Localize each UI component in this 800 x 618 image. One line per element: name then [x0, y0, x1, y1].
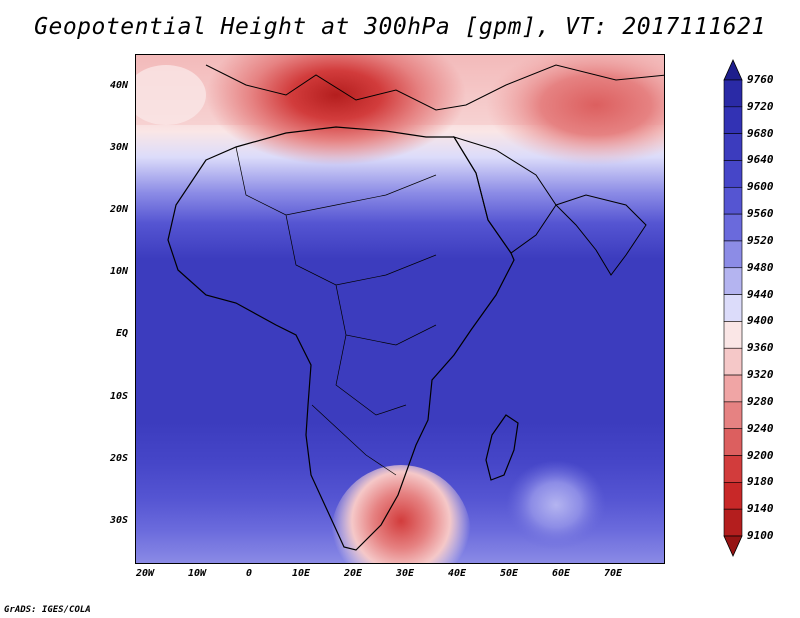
- colorbar-top-arrow: [723, 59, 743, 81]
- geopotential-field: [136, 55, 664, 563]
- colorbar-box: [723, 428, 743, 456]
- colorbar-label: 9720: [747, 99, 774, 113]
- colorbar-label: 9180: [747, 475, 774, 489]
- colorbar-label: 9400: [747, 314, 774, 328]
- lon-label-70e: 70E: [604, 568, 623, 579]
- colorbar-label: 9100: [747, 529, 774, 542]
- colorbar-label: 9440: [747, 287, 774, 301]
- colorbar-label: 9680: [747, 126, 774, 140]
- colorbar-box: [723, 401, 743, 430]
- colorbar-boxes: [723, 59, 743, 557]
- lat-label-eq: EQ: [115, 328, 128, 339]
- lat-label-10s: 10S: [109, 391, 128, 402]
- credit-text: GrADS: IGES/COLA: [4, 605, 91, 615]
- europe-coastline: [205, 64, 664, 111]
- lon-label-50e: 50E: [500, 568, 519, 579]
- madagascar-outline: [485, 414, 519, 481]
- india-outline: [555, 194, 647, 276]
- colorbar-label: 9320: [747, 368, 774, 382]
- colorbar-label: 9760: [747, 73, 774, 86]
- colorbar-box: [723, 133, 743, 161]
- colorbar-box: [723, 294, 743, 322]
- colorbar-bottom-arrow: [723, 535, 743, 557]
- colorbar-box: [723, 79, 743, 108]
- colorbar-box: [723, 347, 743, 376]
- lon-label-60e: 60E: [552, 568, 571, 579]
- colorbar-box: [723, 508, 743, 537]
- colorbar-box: [723, 106, 743, 134]
- africa-coastline: [167, 126, 515, 551]
- colorbar-box: [723, 267, 743, 295]
- colorbar-box: [723, 321, 743, 349]
- lon-label-10w: 10W: [188, 568, 207, 579]
- colorbar-box: [723, 455, 743, 483]
- colorbar-label: 9360: [747, 341, 774, 355]
- map-panel: [135, 54, 665, 564]
- colorbar-label: 9280: [747, 394, 774, 408]
- colorbar-label: 9640: [747, 153, 774, 167]
- map-title: Geopotential Height at 300hPa [gpm], VT:…: [34, 14, 766, 40]
- lat-label-30n: 30N: [109, 142, 128, 153]
- lat-label-20n: 20N: [109, 204, 128, 215]
- lat-label-30s: 30S: [109, 515, 128, 526]
- colorbar-label: 9600: [747, 180, 774, 194]
- lon-label-20e: 20E: [344, 568, 363, 579]
- colorbar-label: 9520: [747, 233, 774, 247]
- lat-label-10n: 10N: [109, 266, 128, 277]
- colorbar-box: [723, 240, 743, 269]
- lon-label-30e: 30E: [396, 568, 415, 579]
- colorbar-label: 9560: [747, 207, 774, 221]
- arabia-outline: [452, 136, 557, 254]
- colorbar-label: 9480: [747, 260, 774, 274]
- colorbar-box: [723, 374, 743, 403]
- colorbar-box: [723, 213, 743, 242]
- colorbar: [723, 59, 743, 557]
- lon-label-10e: 10E: [292, 568, 311, 579]
- colorbar-box: [723, 160, 743, 188]
- colorbar-box: [723, 482, 743, 510]
- lon-label-40e: 40E: [448, 568, 467, 579]
- colorbar-box: [723, 186, 743, 215]
- lon-label-0: 0: [246, 568, 253, 579]
- lat-label-40n: 40N: [109, 80, 128, 91]
- country-borders: [235, 146, 437, 476]
- colorbar-label: 9240: [747, 421, 774, 435]
- lat-label-20s: 20S: [109, 453, 128, 464]
- lon-label-20w: 20W: [136, 568, 155, 579]
- colorbar-label: 9140: [747, 502, 774, 516]
- colorbar-label: 9200: [747, 448, 774, 462]
